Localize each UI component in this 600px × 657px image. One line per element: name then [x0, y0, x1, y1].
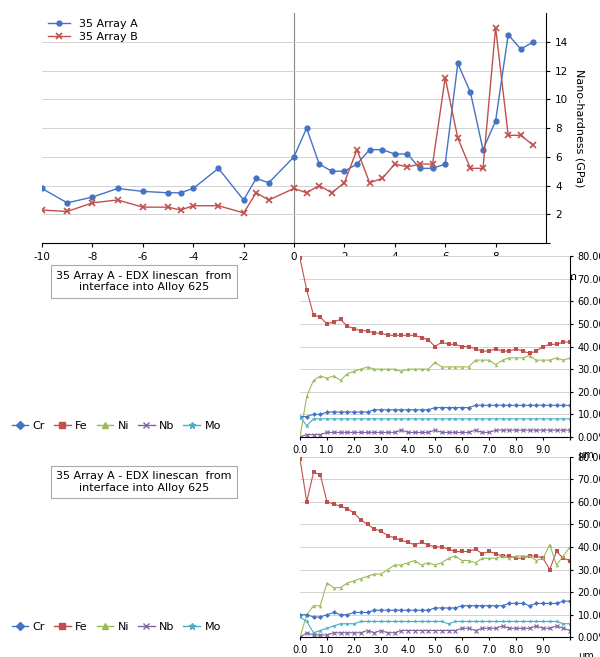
35 Array A [290, 153, 298, 161]
35 Array A [114, 185, 121, 193]
35 Array B [215, 202, 222, 210]
35 Array B [442, 74, 449, 81]
35 Array B [253, 189, 260, 196]
Text: 35 Array A - EDX linescan  from
interface into Alloy 625: 35 Array A - EDX linescan from interface… [56, 271, 232, 292]
35 Array A [492, 117, 499, 125]
35 Array B [265, 196, 272, 204]
Legend: Cr, Fe, Ni, Nb, Mo: Cr, Fe, Ni, Nb, Mo [11, 622, 221, 632]
35 Array B [366, 179, 373, 187]
35 Array A [215, 164, 222, 172]
Line: 35 Array A: 35 Array A [40, 32, 536, 205]
35 Array B [290, 185, 298, 193]
Legend: 35 Array A, 35 Array B: 35 Array A, 35 Array B [47, 18, 137, 42]
35 Array B [328, 189, 335, 196]
35 Array B [64, 208, 71, 215]
35 Array A [64, 199, 71, 207]
35 Array A [353, 160, 361, 168]
35 Array A [391, 150, 398, 158]
35 Array A [429, 164, 436, 172]
35 Array A [303, 124, 310, 132]
35 Array B [38, 206, 46, 214]
35 Array A [38, 185, 46, 193]
35 Array A [454, 60, 461, 68]
35 Array B [492, 24, 499, 32]
35 Array B [429, 160, 436, 168]
Text: 35 Array A - EDX linescan  from
interface into Alloy 625: 35 Array A - EDX linescan from interface… [56, 471, 232, 493]
35 Array B [341, 179, 348, 187]
35 Array A [505, 31, 512, 39]
35 Array B [89, 199, 96, 207]
35 Array B [114, 196, 121, 204]
Legend: Cr, Fe, Ni, Nb, Mo: Cr, Fe, Ni, Nb, Mo [11, 421, 221, 432]
35 Array A [253, 175, 260, 183]
35 Array B [139, 203, 146, 211]
35 Array A [316, 160, 323, 168]
35 Array B [454, 134, 461, 142]
35 Array A [164, 189, 172, 196]
Text: μm: μm [578, 651, 594, 657]
35 Array A [479, 146, 487, 154]
35 Array B [530, 141, 537, 149]
35 Array A [379, 146, 386, 154]
35 Array B [404, 163, 411, 171]
35 Array A [404, 150, 411, 158]
Y-axis label: Nano-hardness (GPa): Nano-hardness (GPa) [575, 69, 585, 187]
35 Array B [416, 160, 424, 168]
35 Array A [341, 168, 348, 175]
35 Array B [303, 189, 310, 196]
35 Array B [316, 181, 323, 189]
35 Array A [442, 160, 449, 168]
35 Array B [353, 146, 361, 154]
35 Array B [164, 203, 172, 211]
35 Array B [190, 202, 197, 210]
35 Array B [505, 131, 512, 139]
Text: μm: μm [578, 451, 594, 461]
35 Array A [89, 193, 96, 201]
35 Array A [240, 196, 247, 204]
35 Array A [366, 146, 373, 154]
35 Array A [467, 88, 474, 96]
35 Array A [139, 187, 146, 195]
35 Array A [517, 45, 524, 53]
35 Array A [190, 185, 197, 193]
Text: μm: μm [559, 272, 577, 282]
35 Array B [177, 206, 184, 214]
35 Array B [479, 164, 487, 172]
35 Array A [530, 38, 537, 46]
Line: 35 Array B: 35 Array B [39, 24, 536, 216]
35 Array B [391, 160, 398, 168]
35 Array A [328, 168, 335, 175]
35 Array A [177, 189, 184, 196]
35 Array B [379, 175, 386, 183]
35 Array B [467, 164, 474, 172]
35 Array B [240, 209, 247, 217]
35 Array A [265, 179, 272, 187]
35 Array A [416, 164, 424, 172]
35 Array B [517, 131, 524, 139]
